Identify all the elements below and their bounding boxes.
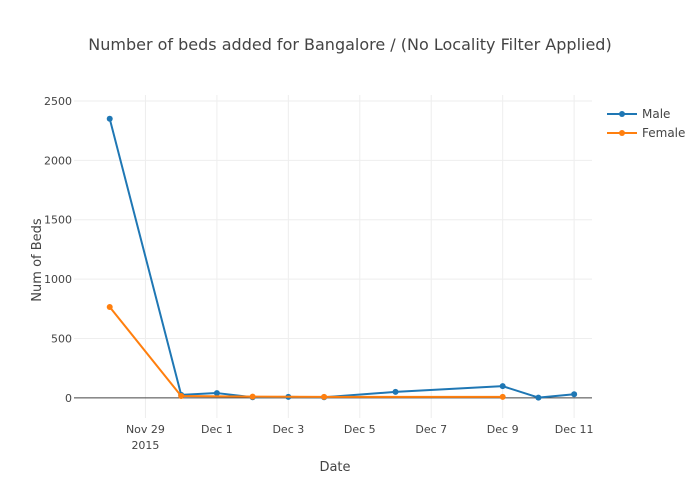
x-tick-label: Nov 29 [126,423,165,436]
legend-label: Female [642,126,685,140]
x-tick-label: Dec 5 [344,423,376,436]
legend: Male Female [607,107,685,140]
x-axis-title: Date [319,460,350,475]
x-tick-label: Dec 7 [415,423,447,436]
male-data-point[interactable] [499,383,506,390]
x-tick-label: Dec 9 [487,423,519,436]
female-data-point[interactable] [178,393,185,400]
legend-label: Male [642,107,670,121]
male-data-point[interactable] [106,115,113,122]
y-tick-label: 2000 [44,154,72,167]
x-tick-label: Dec 1 [201,423,233,436]
x-tick-sublabel: 2015 [131,439,159,452]
y-tick-label: 1500 [44,214,72,227]
chart-title: Number of beds added for Bangalore / (No… [88,35,611,54]
female-data-point[interactable] [321,393,328,400]
female-data-point[interactable] [499,393,506,400]
y-axis-title: Num of Beds [30,218,45,302]
tick-label-layer: Nov 29 2015 Dec 1 Dec 3 Dec 5 Dec 7 Dec 9 Dec 1… [44,95,594,452]
series-layer [106,115,578,401]
female-data-point[interactable] [249,393,256,400]
male-data-point[interactable] [535,394,542,401]
y-tick-label: 1000 [44,273,72,286]
male-data-point[interactable] [571,391,578,398]
x-tick-label: Dec 11 [555,423,594,436]
male-data-point[interactable] [392,388,399,395]
grid-layer [74,95,592,418]
y-tick-label: 0 [65,392,72,405]
legend-swatch-marker [619,130,625,136]
female-data-point[interactable] [106,303,113,310]
y-tick-label: 500 [51,332,72,345]
x-tick-label: Dec 3 [272,423,304,436]
legend-item-female[interactable]: Female [607,126,685,140]
male-data-point[interactable] [213,390,220,397]
legend-swatch-marker [619,111,625,117]
y-tick-label: 2500 [44,95,72,108]
legend-item-male[interactable]: Male [607,107,670,121]
